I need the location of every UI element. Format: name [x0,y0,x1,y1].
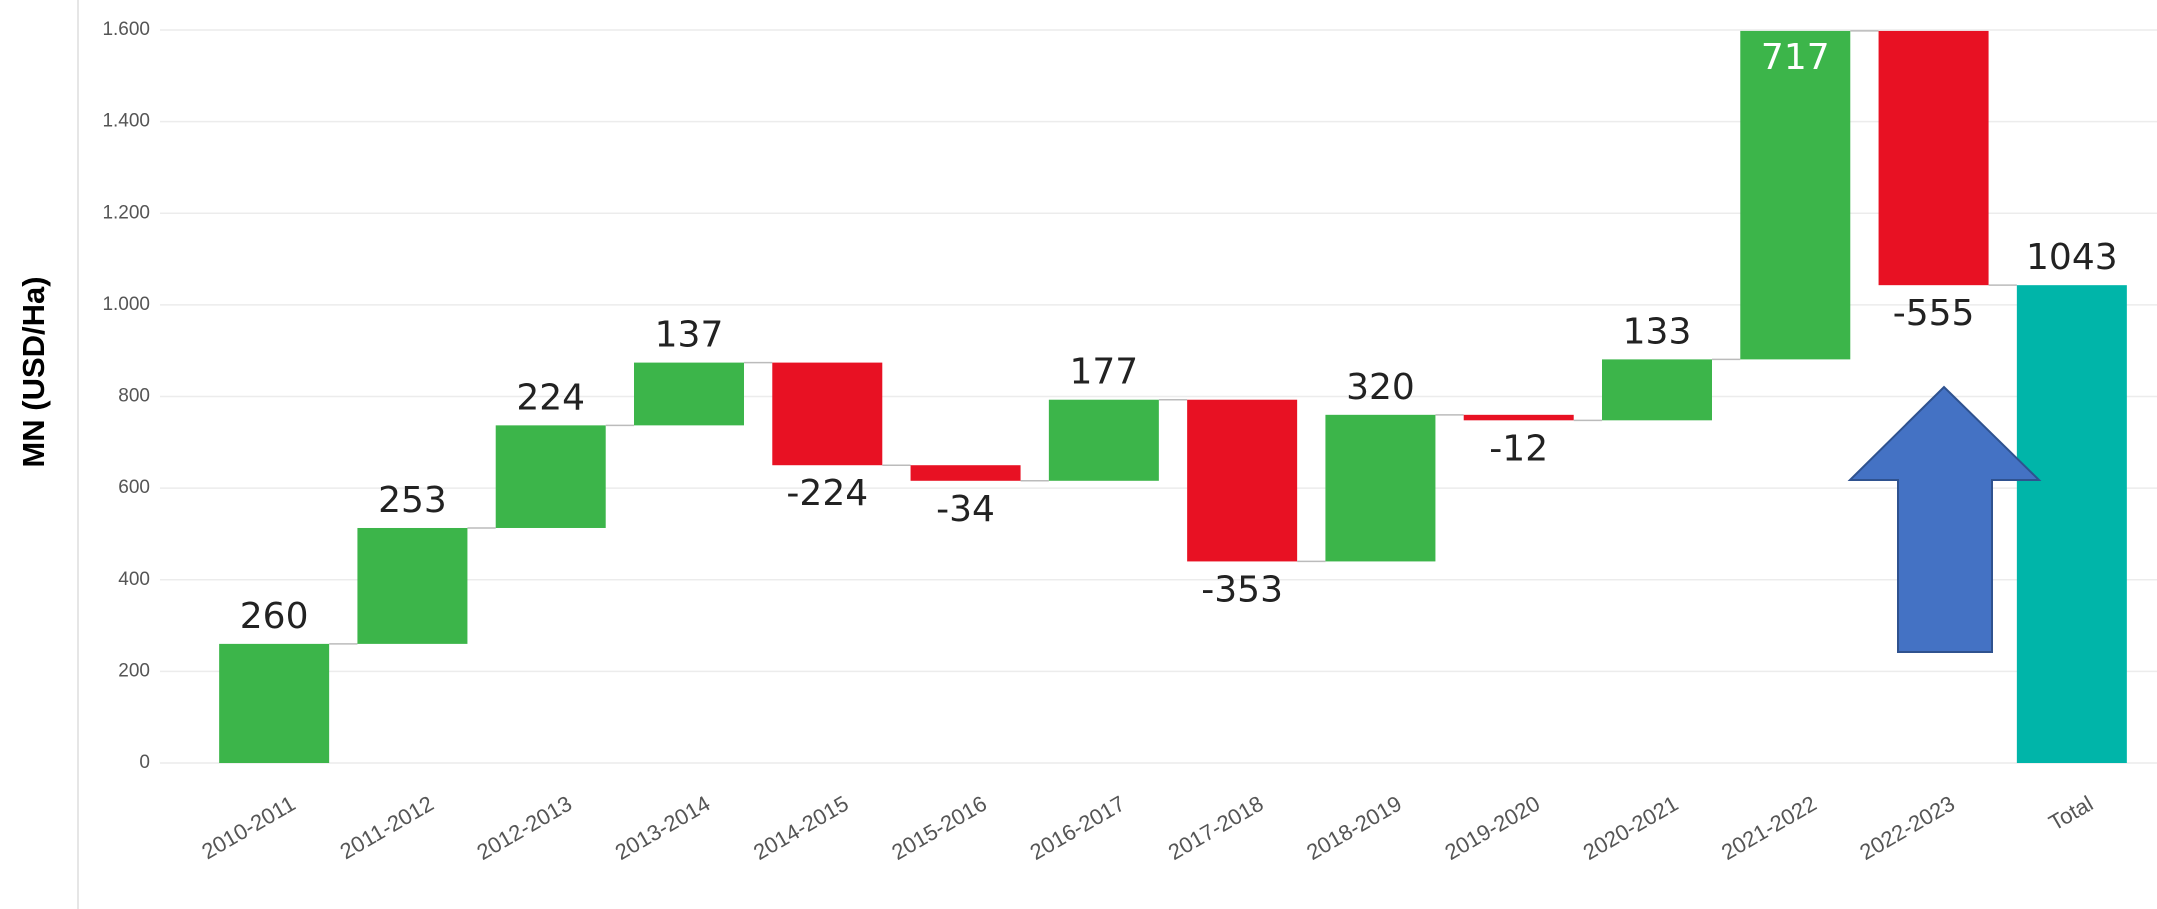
data-label: 137 [655,315,724,356]
data-label: 260 [240,596,309,637]
x-tick-label: 2017-2018 [1164,791,1268,865]
data-label: -555 [1893,293,1975,334]
data-label: -34 [936,489,995,530]
y-axis-label: MN (USD/Ha) [16,276,51,467]
x-tick-label: 2018-2019 [1302,791,1406,865]
bar [1048,399,1159,481]
bar [2016,285,2127,763]
x-tick-label: 2019-2020 [1440,791,1544,865]
x-tick-label: 2021-2022 [1717,791,1821,865]
bar [1325,414,1436,562]
bar [1187,399,1298,562]
data-label: 224 [516,377,585,418]
bar [772,362,883,466]
x-tick-label: Total [2045,791,2098,836]
y-tick-label: 800 [118,386,150,407]
data-label: -353 [1201,569,1283,610]
y-tick-label: 200 [118,660,150,681]
y-tick-label: 400 [118,569,150,590]
x-tick-label: 2014-2015 [749,791,853,865]
y-tick-label: 1.200 [102,202,150,223]
x-tick-label: 2022-2023 [1855,791,1959,865]
data-label: -224 [786,473,868,514]
data-label: 1043 [2026,237,2118,278]
bar [1878,30,1989,286]
x-tick-label: 2010-2011 [197,791,299,864]
data-label: -12 [1489,428,1548,469]
bar [495,425,606,528]
bar [910,465,1021,481]
x-tick-label: 2012-2013 [472,791,576,865]
y-tick-label: 1.400 [102,111,150,132]
y-tick-label: 600 [118,477,150,498]
bar [357,527,468,644]
arrow [1847,385,2042,653]
data-label: 320 [1346,367,1415,408]
bar [219,643,330,763]
y-tick-label: 1.600 [102,19,150,40]
x-tick-label: 2020-2021 [1579,791,1683,865]
bar [1602,359,1712,421]
x-tick-label: 2015-2016 [887,791,991,865]
y-tick-label: 0 [139,752,150,773]
data-label: 177 [1069,352,1138,393]
data-label: 717 [1761,37,1830,78]
x-tick-label: 2011-2012 [336,791,438,864]
x-tick-label: 2016-2017 [1026,791,1130,865]
x-tick-label: 2013-2014 [611,791,715,865]
bar [634,362,744,426]
bar [1740,30,1851,360]
bar [1463,414,1574,421]
data-label: 133 [1623,311,1692,352]
data-label: 253 [378,480,447,521]
y-tick-label: 1.000 [102,294,150,315]
